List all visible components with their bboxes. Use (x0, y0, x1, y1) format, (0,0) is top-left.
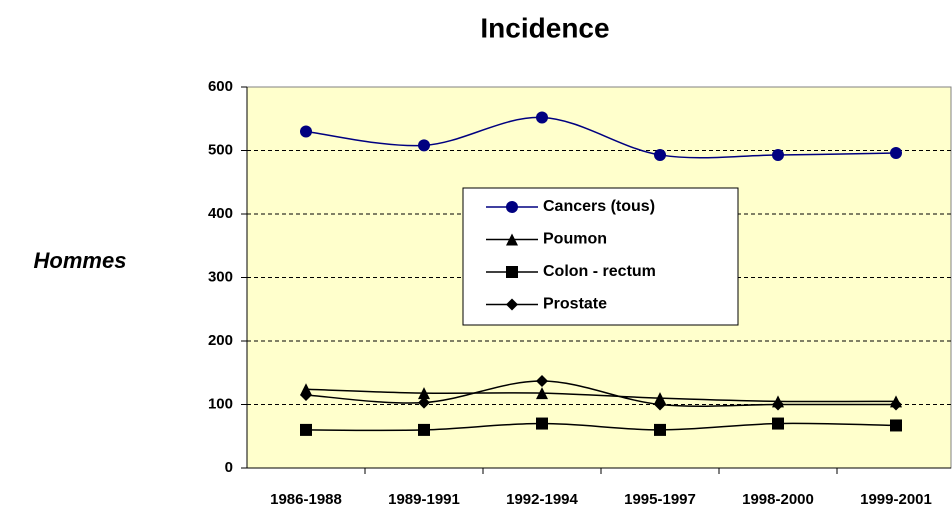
marker (772, 148, 784, 161)
marker (506, 201, 518, 213)
marker (536, 417, 548, 430)
marker (890, 147, 902, 160)
legend-label: Prostate (543, 296, 607, 313)
marker (536, 387, 548, 400)
y-axis-label: Hommes (34, 248, 127, 273)
marker (654, 148, 666, 161)
series-line (305, 380, 896, 407)
marker (536, 375, 548, 388)
marker (506, 233, 518, 246)
marker (300, 423, 312, 436)
marker (506, 266, 518, 278)
marker (772, 398, 784, 411)
marker (654, 423, 666, 436)
legend: Cancers (tous) Poumon Colon - rectum Prosta… (462, 187, 739, 326)
marker (654, 398, 666, 411)
marker (890, 398, 902, 411)
series-line (305, 388, 897, 403)
marker (418, 396, 430, 409)
legend-label: Poumon (543, 231, 607, 248)
marker (300, 125, 312, 138)
y-tick-label: 500 (208, 141, 233, 158)
y-tick-label: 600 (208, 78, 233, 95)
marker (536, 111, 548, 124)
x-tick-label: 1992-1994 (506, 491, 578, 508)
legend-label: Colon - rectum (543, 263, 656, 280)
x-tick-label: 1989-1991 (388, 491, 460, 508)
marker (418, 139, 430, 152)
marker (418, 387, 430, 400)
series-line (305, 422, 897, 432)
marker (506, 298, 518, 311)
x-tick-label: 1995-1997 (624, 491, 696, 508)
marker (300, 388, 312, 401)
y-tick-label: 400 (208, 205, 233, 222)
series-line (305, 116, 897, 159)
marker (772, 417, 784, 430)
x-tick-label: 1998-2000 (742, 491, 814, 508)
marker (654, 392, 666, 405)
chart-title: Incidence (480, 12, 609, 43)
y-tick-label: 200 (208, 332, 233, 349)
y-tick-label: 0 (225, 459, 233, 476)
y-tick-label: 100 (208, 395, 233, 412)
x-tick-label: 1999-2001 (860, 491, 932, 508)
y-tick-label: 300 (208, 268, 233, 285)
marker (418, 423, 430, 436)
marker (890, 419, 902, 432)
x-tick-label: 1986-1988 (270, 491, 342, 508)
legend-label: Cancers (tous) (543, 198, 655, 215)
